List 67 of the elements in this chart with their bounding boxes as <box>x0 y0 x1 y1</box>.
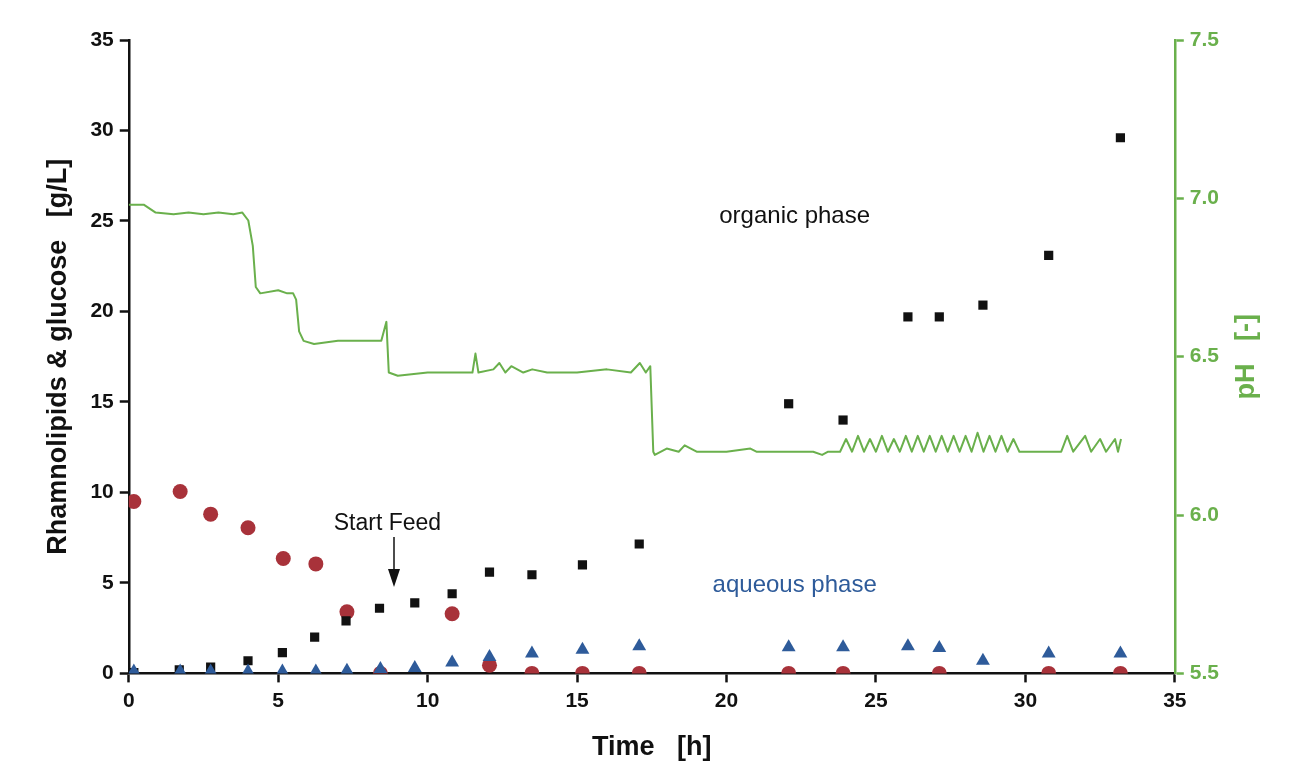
point <box>634 539 644 549</box>
point <box>484 567 495 577</box>
text: organic phase <box>719 200 871 228</box>
y2-tick-label: 7.5 <box>1189 26 1220 50</box>
point <box>341 616 351 626</box>
point <box>277 647 287 658</box>
x-tick-label: 35 <box>1163 687 1187 711</box>
point <box>903 312 913 322</box>
point <box>1041 645 1056 658</box>
x-axis-title: Time [h] <box>592 731 712 762</box>
point <box>410 598 420 608</box>
point <box>444 606 460 622</box>
point <box>128 663 141 674</box>
y-tick-label: 30 <box>90 117 114 141</box>
y-tick-label: 10 <box>90 479 114 503</box>
x-tick-label: 5 <box>272 687 285 711</box>
point <box>632 638 647 651</box>
x-tick-label: 20 <box>714 687 739 711</box>
point <box>900 638 915 651</box>
point <box>275 550 291 566</box>
point <box>172 484 188 500</box>
x-tick-label: 10 <box>415 687 440 711</box>
point <box>1044 250 1054 260</box>
point <box>447 589 457 599</box>
point <box>373 660 388 673</box>
point <box>407 659 422 672</box>
point <box>374 603 385 613</box>
point <box>128 493 142 509</box>
point <box>1113 645 1128 658</box>
point <box>173 663 188 674</box>
point <box>784 399 794 409</box>
y-axis-title: Rhamnolipids & glucose [g/L] <box>41 158 72 555</box>
point <box>978 300 988 310</box>
x-tick-label: 15 <box>565 687 590 711</box>
point <box>482 649 497 662</box>
point <box>932 640 947 653</box>
point <box>836 639 850 652</box>
point <box>203 506 219 522</box>
point <box>575 641 590 654</box>
y2-tick-label: 6.5 <box>1189 343 1220 367</box>
point <box>310 632 320 642</box>
y-tick-label: 20 <box>90 298 114 322</box>
y2-tick-label: 6.0 <box>1189 501 1220 525</box>
y-tick-label: 0 <box>102 660 114 684</box>
point <box>934 312 944 322</box>
y-tick-label: 15 <box>90 388 115 412</box>
y2-tick-label: 5.5 <box>1189 660 1220 684</box>
x-tick-label: 30 <box>1013 687 1038 711</box>
y-tick-label: 5 <box>102 569 115 593</box>
y2-tick-label: 7.0 <box>1189 185 1220 209</box>
y2-axis-title: pH [-] <box>1230 313 1261 400</box>
point <box>781 639 796 652</box>
text: aqueous phase <box>712 570 877 598</box>
y-tick-label: 35 <box>90 26 115 50</box>
point <box>308 556 324 572</box>
x-tick-label: 25 <box>864 687 888 711</box>
point <box>1115 133 1126 143</box>
point <box>838 415 848 425</box>
point <box>525 645 539 658</box>
point <box>527 570 537 580</box>
x-tick-label: 0 <box>122 687 135 711</box>
point <box>577 560 588 570</box>
point <box>240 520 256 536</box>
annotation: Start Feed <box>333 508 442 535</box>
point <box>976 652 990 665</box>
y-tick-label: 25 <box>90 207 115 231</box>
point <box>445 654 460 667</box>
